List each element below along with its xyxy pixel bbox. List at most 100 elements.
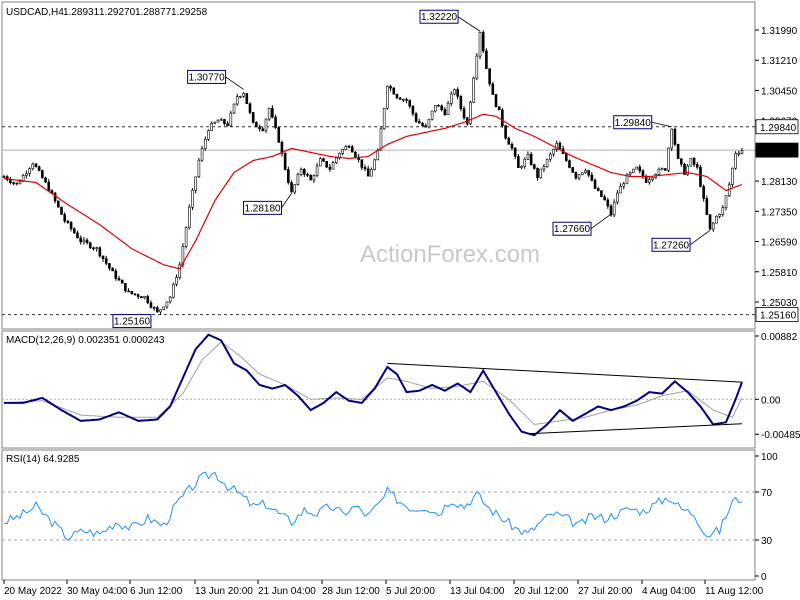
candle-body: [44, 177, 47, 183]
time-tick-label: 20 May 2022: [4, 586, 62, 597]
header-low: 1.28877: [135, 7, 172, 18]
candle-body: [667, 147, 670, 171]
candle-body: [405, 99, 408, 101]
candle-body: [449, 93, 453, 104]
candle-body: [437, 105, 440, 107]
candle-body: [683, 163, 686, 175]
candle-body: [344, 146, 348, 150]
candle-body: [600, 190, 603, 197]
candle-body: [549, 153, 552, 160]
macd-tick-label: 0.00: [761, 395, 781, 406]
candle-body: [577, 174, 581, 179]
candle-body: [568, 160, 571, 168]
candle-body: [453, 89, 456, 95]
candle-body: [299, 168, 303, 175]
candle-body: [398, 97, 402, 100]
annotation-label: 1.28180: [244, 203, 281, 214]
candle-body: [603, 196, 606, 201]
candle-body: [216, 119, 220, 123]
watermark: ActionForex.com: [360, 241, 540, 268]
candle-body: [699, 166, 702, 187]
rsi-pane-border: [1, 449, 756, 581]
candle-body: [520, 165, 523, 168]
candle-body: [146, 296, 150, 304]
annotation-box: [651, 237, 691, 252]
time-tick-label: 13 Jun 20:00: [195, 586, 253, 597]
candle-body: [130, 291, 134, 295]
candle-body: [334, 157, 338, 163]
candle-body: [251, 112, 255, 123]
candle-body: [670, 128, 674, 149]
price-tick-label: 1.26590: [761, 238, 798, 249]
candle-body: [28, 168, 31, 174]
candle-body: [178, 264, 182, 278]
candle-body: [584, 170, 587, 174]
candle-body: [328, 166, 332, 170]
candle-body: [111, 267, 114, 272]
candle-body: [462, 108, 466, 119]
candle-body: [638, 166, 642, 172]
candle-body: [648, 179, 651, 183]
candle-body: [443, 109, 447, 115]
candle-body: [354, 151, 357, 158]
candle-body: [596, 188, 600, 191]
candle-body: [734, 153, 737, 169]
candle-body: [25, 173, 28, 176]
annotation-label: 1.27660: [554, 224, 591, 235]
candle-body: [587, 170, 590, 176]
candle-body: [57, 200, 60, 208]
candle-body: [312, 175, 316, 181]
candle-body: [82, 239, 86, 243]
rsi-tick-label: 70: [761, 488, 773, 499]
candle-body: [363, 167, 367, 170]
rsi-line: [3, 471, 743, 541]
time-tick-label: 27 Jul 20:00: [578, 586, 633, 597]
candle-body: [376, 149, 380, 161]
rsi-layer: 100 70 30 0: [2, 452, 778, 583]
annotation-connector: [225, 76, 244, 90]
candle-body: [127, 290, 130, 293]
macd-layer: 0.00882 0.00 -0.004858: [2, 332, 800, 441]
candle-body: [104, 258, 108, 264]
candle-body: [469, 101, 472, 125]
candle-body: [679, 158, 683, 165]
candle-body: [555, 142, 559, 150]
candle-body: [290, 182, 293, 193]
candle-body: [15, 182, 19, 185]
candle-body: [612, 201, 616, 216]
candle-body: [692, 158, 696, 165]
macd-trendline: [527, 423, 743, 435]
candle-body: [411, 105, 415, 115]
candle-body: [711, 222, 715, 230]
candle-body: [433, 105, 437, 112]
candle-body: [392, 87, 396, 95]
candle-body: [475, 55, 479, 79]
candle-body: [708, 214, 712, 230]
candle-body: [31, 163, 35, 170]
candle-body: [501, 109, 504, 126]
candle-body: [149, 302, 153, 308]
annotation-box: [419, 9, 459, 24]
candle-body: [197, 159, 201, 178]
candle-body: [248, 103, 252, 113]
candle-body: [235, 96, 239, 105]
annotation-box: [613, 115, 653, 130]
candle-body: [622, 183, 626, 187]
candle-body: [318, 158, 322, 167]
moving-average: [3, 113, 743, 270]
candle-body: [721, 207, 725, 215]
candle-body: [360, 159, 364, 168]
candle-body: [695, 164, 699, 168]
candle-body: [641, 170, 645, 177]
candle-body: [124, 282, 127, 292]
macd-title: MACD(12,26,9) 0.002351 0.000243: [6, 335, 165, 346]
candle-body: [12, 182, 15, 184]
candle-body: [421, 122, 424, 126]
candle-body: [207, 130, 210, 140]
annotation-connector: [457, 16, 481, 32]
header-open: 1.28931: [63, 7, 100, 18]
candle-body: [34, 163, 38, 168]
candle-body: [63, 214, 67, 222]
